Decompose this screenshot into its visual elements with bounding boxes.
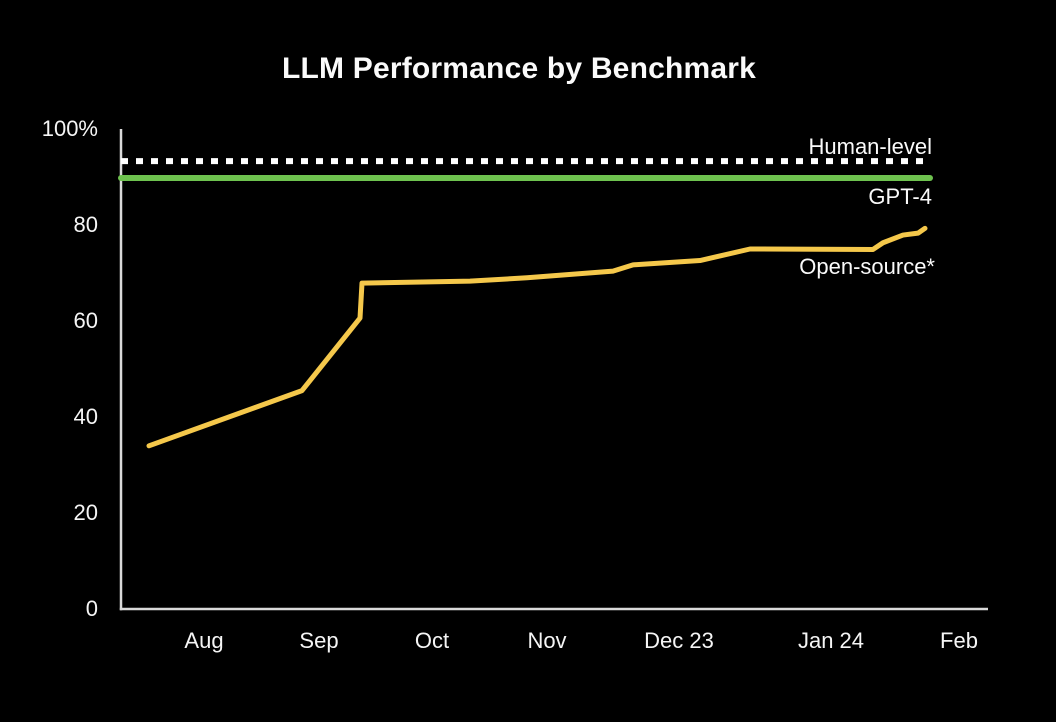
- chart-title: LLM Performance by Benchmark: [281, 52, 757, 85]
- x-tick-label: Nov: [527, 628, 567, 653]
- x-tick-label: Aug: [184, 628, 224, 653]
- x-tick-label: Oct: [414, 628, 450, 653]
- x-tick-label: Dec 23: [644, 628, 714, 653]
- open-source-line-label: Open-source*: [799, 254, 935, 279]
- open-source-line: [146, 225, 928, 449]
- human-level-line-label: Human-level: [808, 134, 933, 159]
- x-tick-label: Feb: [940, 628, 978, 653]
- y-tick-label: 0: [85, 596, 98, 621]
- y-tick-label: 60: [73, 308, 98, 333]
- x-tick-label: Jan 24: [797, 628, 865, 653]
- y-tick-label: 100%: [41, 116, 98, 141]
- x-tick-label: Sep: [299, 628, 339, 653]
- gpt4-line-label: GPT-4: [868, 184, 932, 209]
- y-tick-label: 20: [73, 500, 98, 525]
- y-tick-label: 40: [73, 404, 98, 429]
- y-tick-label: 80: [73, 212, 98, 237]
